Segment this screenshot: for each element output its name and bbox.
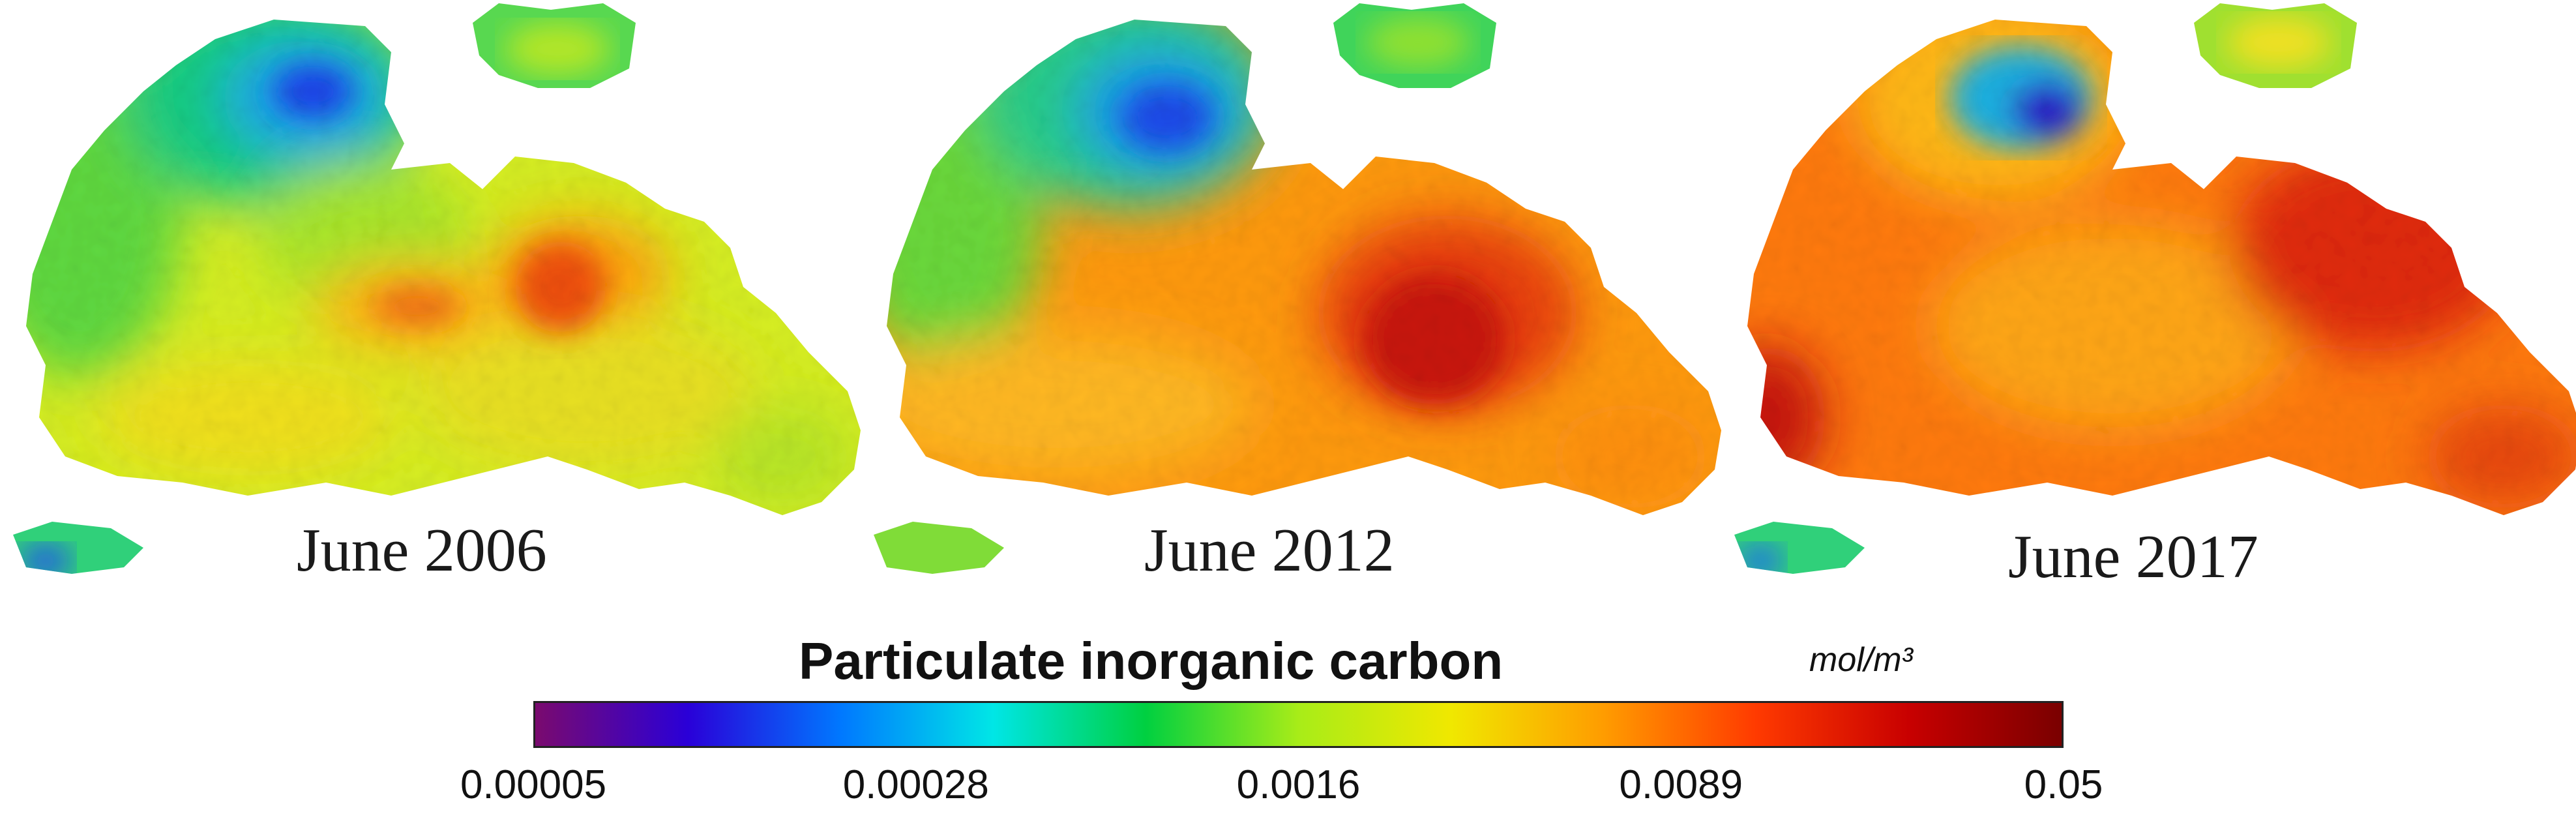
- colorbar-tick-label: 0.00005: [460, 762, 607, 807]
- map-panel-2006: [13, 3, 861, 574]
- colorbar-tick-label: 0.00028: [842, 762, 989, 807]
- colorbar: [533, 701, 2064, 748]
- panel-label-2006: June 2006: [297, 516, 547, 584]
- panel-label-2017: June 2017: [2008, 523, 2258, 591]
- map-panel-2012: [874, 3, 1721, 574]
- colorbar-title: Particulate inorganic carbon: [799, 632, 1503, 690]
- colorbar-units: mol/m³: [1809, 641, 1913, 679]
- colorbar-tick-label: 0.0016: [1236, 762, 1361, 807]
- colorbar-tick-label: 0.05: [2024, 762, 2103, 807]
- panel-label-2012: June 2012: [1144, 516, 1395, 584]
- colorbar-tick-label: 0.0089: [1619, 762, 1743, 807]
- map-panel-2017: [1734, 3, 2576, 574]
